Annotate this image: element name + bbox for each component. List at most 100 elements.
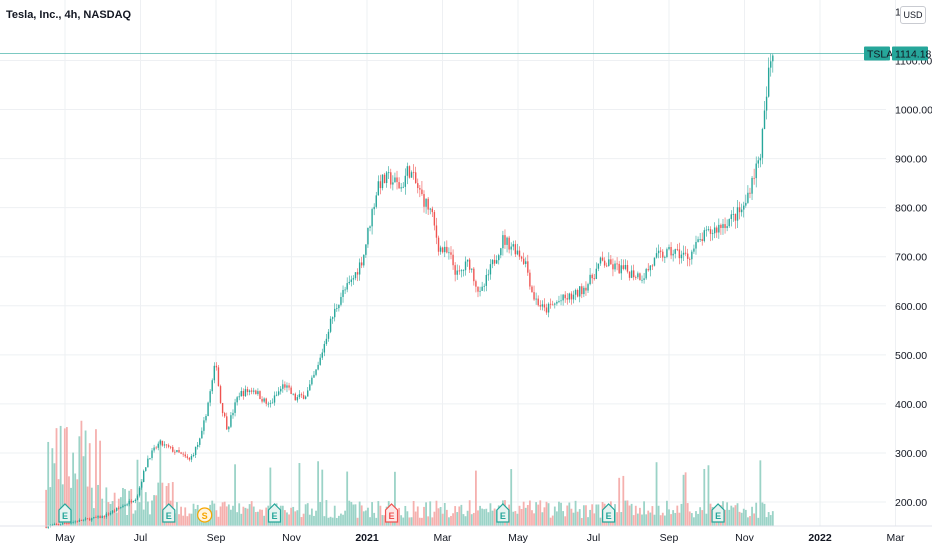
candle-body — [64, 523, 66, 524]
volume-bar — [381, 515, 384, 526]
volume-bar — [180, 506, 182, 526]
earnings-event-marker[interactable]: E — [496, 503, 510, 523]
candle-body — [612, 264, 614, 270]
volume-bar — [70, 487, 72, 526]
volume-bar — [182, 515, 185, 526]
candle-body — [522, 258, 525, 264]
volume-bar — [250, 501, 253, 526]
earnings-event-marker[interactable]: E — [162, 503, 176, 523]
volume-bar — [724, 509, 726, 526]
candle-body — [259, 391, 261, 399]
volume-bar — [553, 506, 556, 526]
candle-body — [483, 285, 485, 287]
candle-body — [641, 279, 643, 281]
earnings-event-marker[interactable]: E — [711, 503, 725, 523]
volume-bar — [371, 502, 373, 526]
earnings-event-marker[interactable]: E — [267, 503, 282, 523]
x-tick-label: Jul — [134, 532, 147, 544]
candle-body — [618, 263, 620, 274]
volume-bar — [562, 511, 565, 526]
candle-body — [325, 338, 328, 344]
volume-bar — [80, 420, 83, 526]
candle-body — [456, 270, 458, 275]
candle-body — [624, 265, 627, 269]
candle-body — [240, 391, 242, 397]
candle-body — [51, 524, 54, 526]
candle-body — [560, 300, 562, 302]
candle-body — [597, 263, 600, 269]
earnings-event-marker[interactable]: E — [58, 503, 72, 523]
candle-body — [545, 307, 548, 313]
event-letter: E — [606, 511, 612, 521]
candle-body — [307, 390, 309, 397]
volume-bar — [730, 505, 733, 526]
candle-body — [70, 522, 72, 524]
x-tick-label: Nov — [282, 532, 301, 544]
volume-bar — [78, 436, 81, 526]
candle-body — [190, 455, 193, 460]
y-tick-label: 400.00 — [895, 399, 927, 411]
candle-body — [626, 265, 629, 272]
candle-body — [68, 523, 70, 525]
candle-body — [277, 391, 280, 395]
volume-bar — [375, 517, 378, 526]
volume-bar — [533, 513, 535, 526]
candle-body — [460, 270, 463, 272]
candle-body — [371, 209, 373, 227]
candle-body — [381, 174, 384, 189]
split-event-marker[interactable]: S — [197, 507, 213, 523]
volume-bar — [541, 512, 544, 526]
volume-bar — [564, 516, 567, 526]
candle-body — [450, 252, 452, 255]
earnings-event-marker[interactable]: E — [384, 503, 399, 523]
candle-body — [236, 397, 238, 403]
candle-body — [402, 186, 404, 188]
candle-body — [481, 286, 483, 291]
earnings-event-marker[interactable]: E — [602, 503, 616, 523]
volume-bar — [545, 501, 548, 526]
event-letter: E — [62, 511, 68, 521]
candle-body — [72, 521, 74, 523]
volume-bar — [410, 517, 413, 526]
candle-body — [429, 208, 431, 210]
volume-bar — [84, 430, 87, 526]
volume-bar — [348, 500, 351, 526]
candle-body — [599, 257, 602, 264]
volume-bar — [628, 505, 631, 526]
x-tick-label: May — [508, 532, 529, 544]
candle-body — [304, 396, 307, 399]
candle-body — [118, 507, 120, 509]
volume-bar — [342, 514, 344, 526]
volume-bar — [477, 510, 479, 526]
time-axis[interactable]: May Jul Sep Nov 2021 Mar May Jul Sep Nov 2022 Mar — [0, 525, 932, 544]
candle-body — [500, 248, 502, 256]
candle-body — [433, 212, 436, 226]
candle-body — [763, 110, 766, 129]
volume-bar — [115, 512, 118, 526]
y-tick-label: 700.00 — [895, 252, 927, 264]
candle-body — [302, 395, 305, 399]
candle-body — [554, 303, 556, 305]
candle-body — [194, 446, 197, 455]
currency-button[interactable]: USD — [900, 6, 926, 24]
candle-body — [705, 229, 708, 231]
volume-bar — [61, 484, 64, 526]
volume-bar — [676, 505, 679, 526]
candle-body — [253, 390, 255, 392]
candle-body — [647, 269, 649, 271]
event-shape — [197, 507, 213, 523]
candle-body — [159, 440, 162, 444]
y-tick-label: 800.00 — [895, 203, 927, 215]
volume-bar — [227, 504, 230, 526]
candle-body — [589, 274, 591, 285]
candle-body — [518, 250, 521, 257]
volume-bar — [369, 517, 371, 526]
candle-body — [452, 254, 454, 266]
volume-bar — [296, 510, 299, 526]
volume-bars — [45, 420, 774, 526]
candle-body — [441, 247, 444, 253]
price-axis[interactable]: 200.00 300.00 400.00 500.00 600.00 700.00 800.… — [895, 6, 932, 509]
candle-body — [203, 420, 205, 431]
